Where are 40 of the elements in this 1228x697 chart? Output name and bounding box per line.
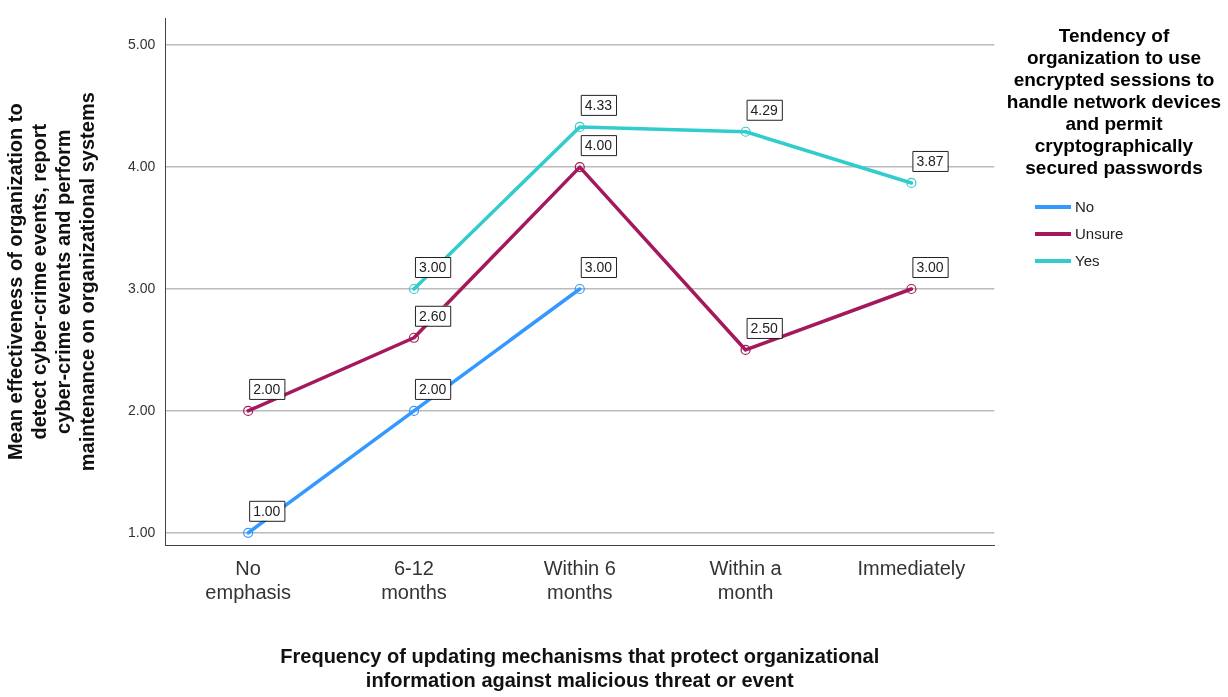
y-tick-label: 2.00 xyxy=(128,401,156,418)
data-label: 3.87 xyxy=(916,152,944,169)
x-tick-label: Immediately xyxy=(857,556,966,579)
point xyxy=(243,405,254,417)
x-tick-label: Within 6 months xyxy=(543,556,616,603)
y-tick-label: 3.00 xyxy=(128,279,156,296)
x-axis-title: Frequency of updating mechanisms that protect organizational information against malicious threat or event xyxy=(280,644,880,691)
legend-label: No xyxy=(1075,198,1095,215)
data-label: 2.00 xyxy=(418,380,447,397)
legend-label: Unsure xyxy=(1075,225,1124,242)
data-label: 4.00 xyxy=(584,136,613,153)
point xyxy=(740,344,751,356)
data-label: 3.00 xyxy=(584,258,613,275)
x-tick-label: Within a month xyxy=(709,556,783,603)
data-label: 4.33 xyxy=(584,96,613,113)
data-label: 2.50 xyxy=(750,319,779,336)
legend-label: Yes xyxy=(1075,252,1100,269)
legend-title: Tendency of organization to use encrypted sessions to handle network devices and permit cryptographically secured passwords xyxy=(1005,25,1223,179)
data-label: 3.00 xyxy=(418,258,447,275)
point xyxy=(408,283,420,295)
x-tick-label: No emphasis xyxy=(205,556,291,603)
y-axis-title: Mean effectiveness of organization to detect cyber-crime events, report cyber-crime events and perform maintenance on organizational systems xyxy=(3,92,98,472)
y-tick-label: 1.00 xyxy=(128,523,156,540)
data-label: 3.00 xyxy=(916,258,944,275)
y-tick-label: 4.00 xyxy=(128,157,156,174)
point xyxy=(243,527,254,538)
point xyxy=(740,126,751,137)
data-label: 2.60 xyxy=(418,307,447,324)
data-label: 1.00 xyxy=(253,502,281,519)
point xyxy=(408,332,420,343)
y-tick-label: 5.00 xyxy=(128,36,156,53)
point xyxy=(574,121,585,132)
point xyxy=(906,177,917,189)
point xyxy=(574,283,585,295)
point xyxy=(408,405,420,417)
x-tick-label: 6-12 months xyxy=(381,556,447,603)
data-label: 2.00 xyxy=(253,380,281,397)
point xyxy=(906,283,917,295)
data-label: 4.29 xyxy=(750,101,779,118)
point xyxy=(574,162,585,173)
